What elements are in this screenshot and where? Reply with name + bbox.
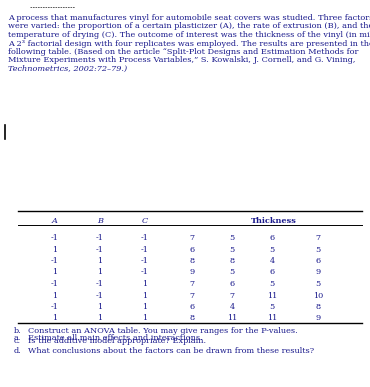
- Text: A process that manufactures vinyl for automobile seat covers was studied. Three : A process that manufactures vinyl for au…: [8, 14, 370, 22]
- Text: -1: -1: [96, 234, 104, 242]
- Text: -1: -1: [51, 257, 59, 265]
- Text: 7: 7: [189, 280, 195, 288]
- Text: 1: 1: [142, 315, 148, 322]
- Text: -1: -1: [96, 245, 104, 253]
- Text: d.: d.: [14, 347, 22, 355]
- Text: 1: 1: [97, 315, 102, 322]
- Text: 9: 9: [316, 315, 320, 322]
- Text: -1: -1: [51, 303, 59, 311]
- Text: 1: 1: [97, 257, 102, 265]
- Text: 5: 5: [269, 303, 275, 311]
- Text: 5: 5: [229, 245, 235, 253]
- Text: 7: 7: [316, 234, 320, 242]
- Text: 8: 8: [189, 257, 195, 265]
- Text: -1: -1: [96, 291, 104, 300]
- Text: 1: 1: [53, 315, 58, 322]
- Text: 8: 8: [229, 257, 235, 265]
- Text: -1: -1: [51, 234, 59, 242]
- Text: 5: 5: [269, 280, 275, 288]
- Text: -1: -1: [141, 245, 149, 253]
- Text: 9: 9: [189, 269, 195, 276]
- Text: A: A: [52, 217, 58, 225]
- Text: 11: 11: [267, 291, 277, 300]
- Text: 5: 5: [315, 280, 321, 288]
- Text: 7: 7: [189, 234, 195, 242]
- Text: 8: 8: [316, 303, 320, 311]
- Text: c.: c.: [14, 337, 21, 345]
- Text: 1: 1: [53, 291, 58, 300]
- Text: 6: 6: [189, 245, 195, 253]
- Text: Technometrics, 2002:72–79.): Technometrics, 2002:72–79.): [8, 65, 127, 73]
- Text: 1: 1: [97, 303, 102, 311]
- Text: a.: a.: [14, 334, 21, 341]
- Text: -1: -1: [141, 257, 149, 265]
- Text: 1: 1: [142, 291, 148, 300]
- Text: 1: 1: [142, 280, 148, 288]
- Text: 1: 1: [53, 245, 58, 253]
- Text: 6: 6: [316, 257, 320, 265]
- Text: 8: 8: [189, 315, 195, 322]
- Text: What conclusions about the factors can be drawn from these results?: What conclusions about the factors can b…: [28, 347, 314, 355]
- Text: 5: 5: [229, 269, 235, 276]
- Text: 6: 6: [229, 280, 235, 288]
- Text: 9: 9: [316, 269, 320, 276]
- Text: 5: 5: [315, 245, 321, 253]
- Text: 10: 10: [313, 291, 323, 300]
- Text: Estimate all main effects and interactions.: Estimate all main effects and interactio…: [28, 334, 203, 341]
- Text: b.: b.: [14, 327, 22, 335]
- Text: C: C: [142, 217, 148, 225]
- Text: -1: -1: [141, 269, 149, 276]
- Text: 6: 6: [189, 303, 195, 311]
- Text: were varied: the proportion of a certain plasticizer (A), the rate of extrusion : were varied: the proportion of a certain…: [8, 22, 370, 31]
- Text: 1: 1: [142, 303, 148, 311]
- Text: Construct an ANOVA table. You may give ranges for the P-values.: Construct an ANOVA table. You may give r…: [28, 327, 298, 335]
- Text: 4: 4: [229, 303, 235, 311]
- Text: 5: 5: [269, 245, 275, 253]
- Text: -1: -1: [141, 234, 149, 242]
- Text: 11: 11: [267, 315, 277, 322]
- Text: Mixture Experiments with Process Variables,” S. Kowalski, J. Cornell, and G. Vin: Mixture Experiments with Process Variabl…: [8, 57, 356, 65]
- Text: 7: 7: [189, 291, 195, 300]
- Text: B: B: [97, 217, 103, 225]
- Text: Is the additive model appropriate? Explain.: Is the additive model appropriate? Expla…: [28, 337, 206, 345]
- Text: 1: 1: [53, 269, 58, 276]
- Text: 1: 1: [97, 269, 102, 276]
- Text: 11: 11: [227, 315, 237, 322]
- Text: -1: -1: [96, 280, 104, 288]
- Text: 4: 4: [269, 257, 275, 265]
- Text: following table. (Based on the article “Split-Plot Designs and Estimation Method: following table. (Based on the article “…: [8, 48, 359, 56]
- Text: Thickness: Thickness: [251, 217, 297, 225]
- Text: A 2³ factorial design with four replicates was employed. The results are present: A 2³ factorial design with four replicat…: [8, 39, 370, 48]
- Text: temperature of drying (C). The outcome of interest was the thickness of the viny: temperature of drying (C). The outcome o…: [8, 31, 370, 39]
- Text: 6: 6: [269, 269, 275, 276]
- Text: -1: -1: [51, 280, 59, 288]
- Text: 7: 7: [229, 291, 235, 300]
- Text: 6: 6: [269, 234, 275, 242]
- Text: 5: 5: [229, 234, 235, 242]
